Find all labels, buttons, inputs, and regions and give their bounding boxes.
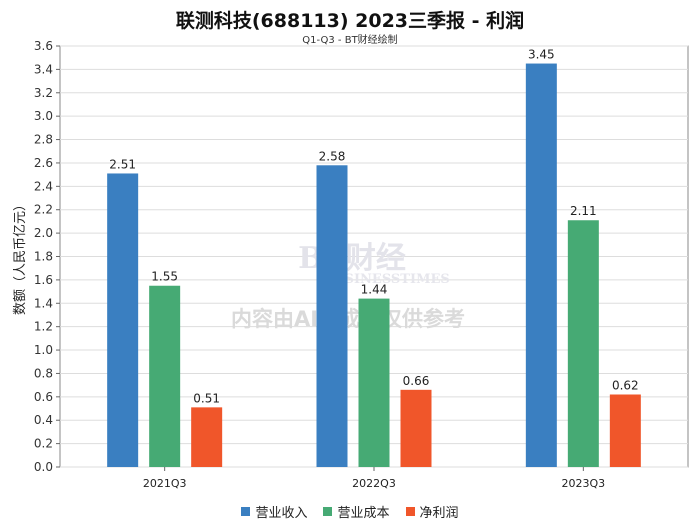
y-tick-label: 2.2 xyxy=(34,203,53,217)
legend-item: 营业收入 xyxy=(241,502,307,521)
chart-title: 联测科技(688113) 2023三季报 - 利润 xyxy=(175,10,525,32)
y-axis-label: 数额（人民币亿元） xyxy=(13,198,28,315)
legend-swatch xyxy=(323,507,333,516)
watermark-notice: 内容由AI生成，仅供参考 xyxy=(231,307,465,331)
bar xyxy=(400,389,432,467)
bar xyxy=(107,173,139,467)
chart-legend: 营业收入 营业成本 净利润 xyxy=(0,502,700,521)
x-tick-label: 2021Q3 xyxy=(143,477,187,490)
bar xyxy=(149,285,181,467)
y-tick-label: 1.0 xyxy=(34,343,53,357)
y-tick-label: 2.0 xyxy=(34,226,53,240)
watermark-logo-subtext: BUSINESSTIMES xyxy=(322,272,450,287)
y-tick-label: 0.0 xyxy=(34,460,53,474)
y-tick-label: 1.8 xyxy=(34,250,53,264)
chart-subtitle: Q1-Q3 - BT财经绘制 xyxy=(302,35,398,46)
y-tick-label: 3.6 xyxy=(34,39,53,53)
bar xyxy=(525,63,557,468)
data-label: 2.11 xyxy=(570,204,597,218)
legend-swatch xyxy=(241,507,251,516)
y-tick-label: 1.2 xyxy=(34,320,53,334)
bar xyxy=(358,298,390,467)
data-label: 1.55 xyxy=(151,270,178,284)
y-tick-label: 0.8 xyxy=(34,366,53,380)
y-tick-label: 3.2 xyxy=(34,86,53,100)
data-label: 2.58 xyxy=(319,149,346,163)
bar xyxy=(316,165,348,468)
data-label: 2.51 xyxy=(109,157,136,171)
data-label: 0.62 xyxy=(612,378,639,392)
x-tick-label: 2023Q3 xyxy=(562,477,606,490)
bar xyxy=(191,407,223,467)
y-tick-label: 0.6 xyxy=(34,390,53,404)
legend-label: 净利润 xyxy=(419,506,459,521)
data-label: 1.44 xyxy=(361,283,388,297)
legend-item: 净利润 xyxy=(405,502,459,521)
y-tick-label: 3.0 xyxy=(34,109,53,123)
y-tick-label: 2.4 xyxy=(34,179,53,193)
x-tick-label: 2022Q3 xyxy=(352,477,396,490)
y-tick-label: 1.6 xyxy=(34,273,53,287)
y-tick-label: 3.4 xyxy=(34,62,53,76)
data-label: 0.66 xyxy=(403,374,430,388)
data-label: 0.51 xyxy=(193,391,220,405)
y-tick-label: 2.6 xyxy=(34,156,53,170)
legend-item: 营业成本 xyxy=(323,502,390,521)
legend-swatch xyxy=(405,507,415,516)
watermark-logo: BT财经 xyxy=(298,241,406,276)
y-tick-label: 0.4 xyxy=(34,413,53,427)
bar xyxy=(567,220,599,467)
legend-label: 营业收入 xyxy=(255,506,308,521)
data-label: 3.45 xyxy=(528,48,555,62)
y-tick-label: 2.8 xyxy=(34,133,53,147)
y-tick-label: 0.2 xyxy=(34,437,53,451)
bar xyxy=(609,394,641,467)
legend-label: 营业成本 xyxy=(337,506,390,521)
y-tick-label: 1.4 xyxy=(34,296,53,310)
